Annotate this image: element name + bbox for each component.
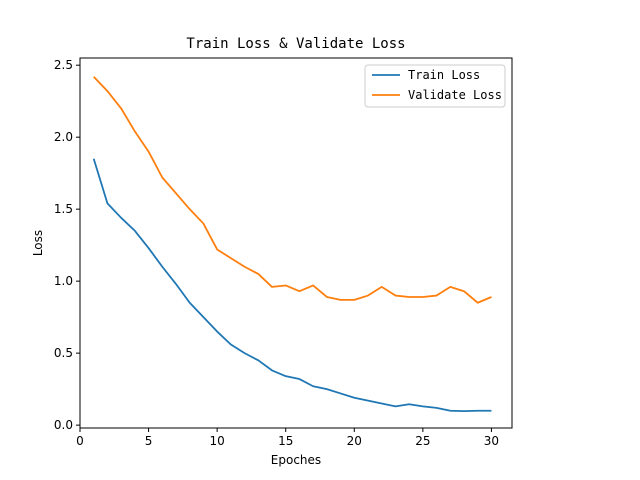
x-axis-label: Epoches xyxy=(271,453,321,467)
legend-label-train-loss: Train Loss xyxy=(408,68,480,82)
legend: Train Loss Validate Loss xyxy=(364,64,506,108)
series-line-validate-loss xyxy=(93,76,492,304)
x-tick-label: 10 xyxy=(210,434,225,448)
x-tick-label: 30 xyxy=(484,434,499,448)
y-tick-label: 0.0 xyxy=(54,418,73,432)
x-tick-label: 5 xyxy=(145,434,153,448)
legend-label-validate-loss: Validate Loss xyxy=(408,88,502,102)
y-tick-label: 0.5 xyxy=(54,346,73,360)
y-axis-label: Loss xyxy=(31,230,45,256)
axis-ticks: 0 5 10 15 20 25 30 0.0 0.5 1.0 1.5 2.0 2.5 xyxy=(54,58,499,448)
plot-area-frame xyxy=(79,57,513,429)
y-tick-label: 2.5 xyxy=(54,58,73,72)
y-tick-label: 2.0 xyxy=(54,130,73,144)
x-tick-label: 15 xyxy=(278,434,293,448)
series-line-train-loss xyxy=(92,158,492,413)
x-tick-label: 25 xyxy=(415,434,430,448)
y-tick-label: 1.0 xyxy=(54,274,73,288)
chart-title: Train Loss & Validate Loss xyxy=(186,36,405,52)
x-tick-label: 0 xyxy=(76,434,84,448)
y-tick-label: 1.5 xyxy=(54,202,73,216)
series-lines xyxy=(92,76,492,413)
x-tick-label: 20 xyxy=(347,434,362,448)
